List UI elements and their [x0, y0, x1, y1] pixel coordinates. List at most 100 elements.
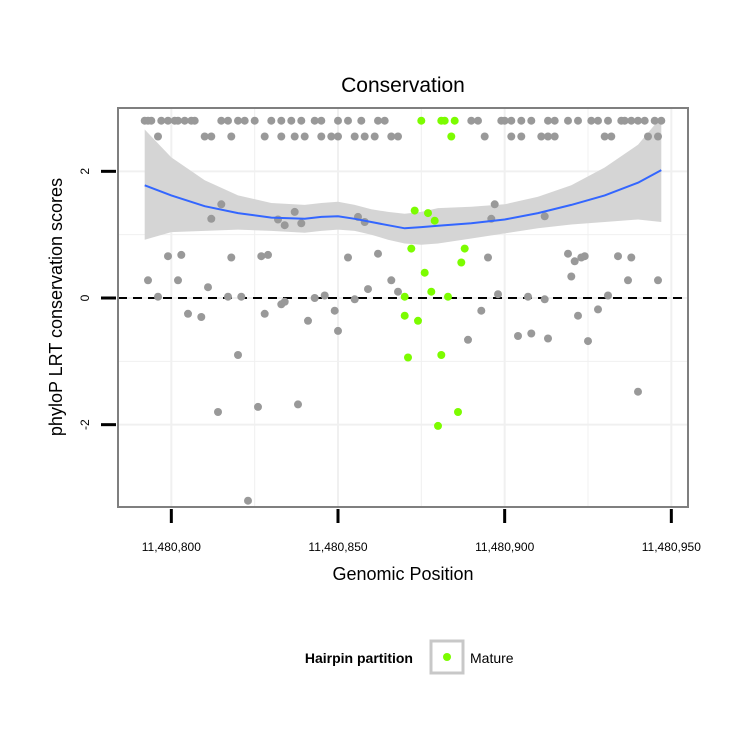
- data-point-other: [644, 132, 652, 141]
- data-point-other: [330, 306, 339, 315]
- data-point-other: [154, 132, 162, 141]
- data-point-other: [260, 309, 269, 318]
- data-point-mature: [440, 116, 449, 125]
- data-point-mature: [400, 292, 409, 301]
- data-point-other: [527, 329, 536, 338]
- data-point-other: [334, 132, 342, 141]
- data-point-other: [304, 316, 312, 325]
- x-axis: 11,480,800 11,480,850 11,480,900 11,480,950: [142, 509, 701, 554]
- data-point-other: [544, 334, 552, 343]
- data-point-other: [310, 294, 319, 302]
- data-point-other: [344, 253, 352, 262]
- data-point-other: [154, 292, 162, 301]
- data-point-other: [237, 292, 246, 301]
- data-point-other: [584, 337, 592, 346]
- data-point-other: [544, 116, 552, 125]
- data-point-other: [464, 335, 472, 344]
- data-point-other: [654, 132, 662, 141]
- data-point-other: [564, 249, 572, 258]
- smooth-fit-line: [144, 169, 662, 230]
- data-point-mature: [414, 316, 422, 325]
- data-point-other: [570, 257, 579, 266]
- data-point-other: [190, 116, 199, 125]
- plot-panel-border: [117, 107, 689, 508]
- data-point-other: [574, 311, 582, 320]
- data-point-other: [320, 291, 329, 300]
- data-point-mature: [460, 244, 469, 253]
- data-point-other: [387, 276, 396, 285]
- data-point-other: [250, 116, 259, 125]
- data-point-other: [627, 116, 636, 125]
- x-axis-title: Genomic Position: [332, 564, 473, 584]
- data-point-other: [494, 290, 502, 299]
- data-point-mature: [407, 244, 416, 253]
- data-point-other: [217, 116, 226, 125]
- data-point-other: [627, 253, 636, 262]
- data-point-other: [350, 295, 359, 304]
- data-point-mature: [437, 351, 446, 359]
- data-point-mature: [450, 116, 459, 125]
- data-point-other: [164, 252, 172, 261]
- data-point-other: [174, 116, 182, 125]
- data-point-other: [624, 276, 632, 285]
- data-point-mature: [457, 258, 466, 267]
- data-point-other: [587, 116, 596, 125]
- x-tick-label: 11,480,850: [308, 540, 367, 554]
- data-point-other: [334, 116, 342, 125]
- data-point-other: [650, 116, 659, 125]
- data-point-other: [657, 116, 666, 125]
- data-point-other: [490, 200, 499, 209]
- data-point-other: [634, 116, 642, 125]
- data-point-other: [224, 116, 232, 125]
- data-point-mature: [417, 116, 426, 125]
- data-point-other: [394, 287, 402, 296]
- data-point-other: [517, 132, 526, 141]
- data-point-other: [310, 116, 319, 125]
- chart-title: Conservation: [341, 74, 465, 97]
- y-tick-label: 2: [78, 168, 92, 175]
- data-point-other: [214, 408, 222, 416]
- data-point-mature: [410, 206, 419, 215]
- data-point-other: [387, 132, 396, 141]
- data-point-other: [380, 116, 389, 125]
- data-point-other: [264, 250, 272, 259]
- data-point-mature: [444, 292, 452, 301]
- data-point-other: [317, 116, 326, 125]
- data-point-mature: [427, 287, 436, 296]
- x-tick-label: 11,480,900: [475, 540, 534, 554]
- data-point-other: [654, 276, 662, 285]
- data-point-other: [634, 387, 642, 396]
- data-point-other: [280, 221, 289, 230]
- data-point-other: [287, 116, 296, 125]
- data-point-other: [207, 132, 216, 141]
- data-point-other: [394, 132, 402, 141]
- data-point-other: [564, 116, 572, 125]
- data-point-other: [300, 132, 309, 141]
- data-point-other: [260, 132, 269, 141]
- legend: Hairpin partition Mature: [305, 639, 514, 675]
- data-point-other: [157, 116, 166, 125]
- data-point-other: [277, 116, 286, 125]
- data-point-other: [360, 132, 369, 141]
- data-point-other: [350, 132, 359, 141]
- y-axis: -2 0 2: [78, 168, 116, 430]
- data-point-other: [574, 116, 582, 125]
- data-point-other: [500, 116, 509, 125]
- y-tick-label: 0: [78, 294, 92, 301]
- data-point-mature: [434, 421, 442, 430]
- data-point-other: [540, 212, 549, 221]
- data-point-other: [537, 132, 546, 141]
- data-point-other: [567, 272, 576, 281]
- data-point-mature: [400, 311, 409, 320]
- data-point-other: [357, 116, 366, 125]
- data-point-other: [370, 132, 379, 141]
- data-point-other: [240, 116, 249, 125]
- data-point-other: [177, 250, 186, 259]
- x-tick-label: 11,480,950: [642, 540, 701, 554]
- y-axis-title: phyloP LRT conservation scores: [46, 178, 66, 436]
- confidence-band: [144, 116, 662, 245]
- data-point-other: [527, 116, 536, 125]
- data-point-other: [524, 292, 532, 301]
- data-point-other: [640, 116, 649, 125]
